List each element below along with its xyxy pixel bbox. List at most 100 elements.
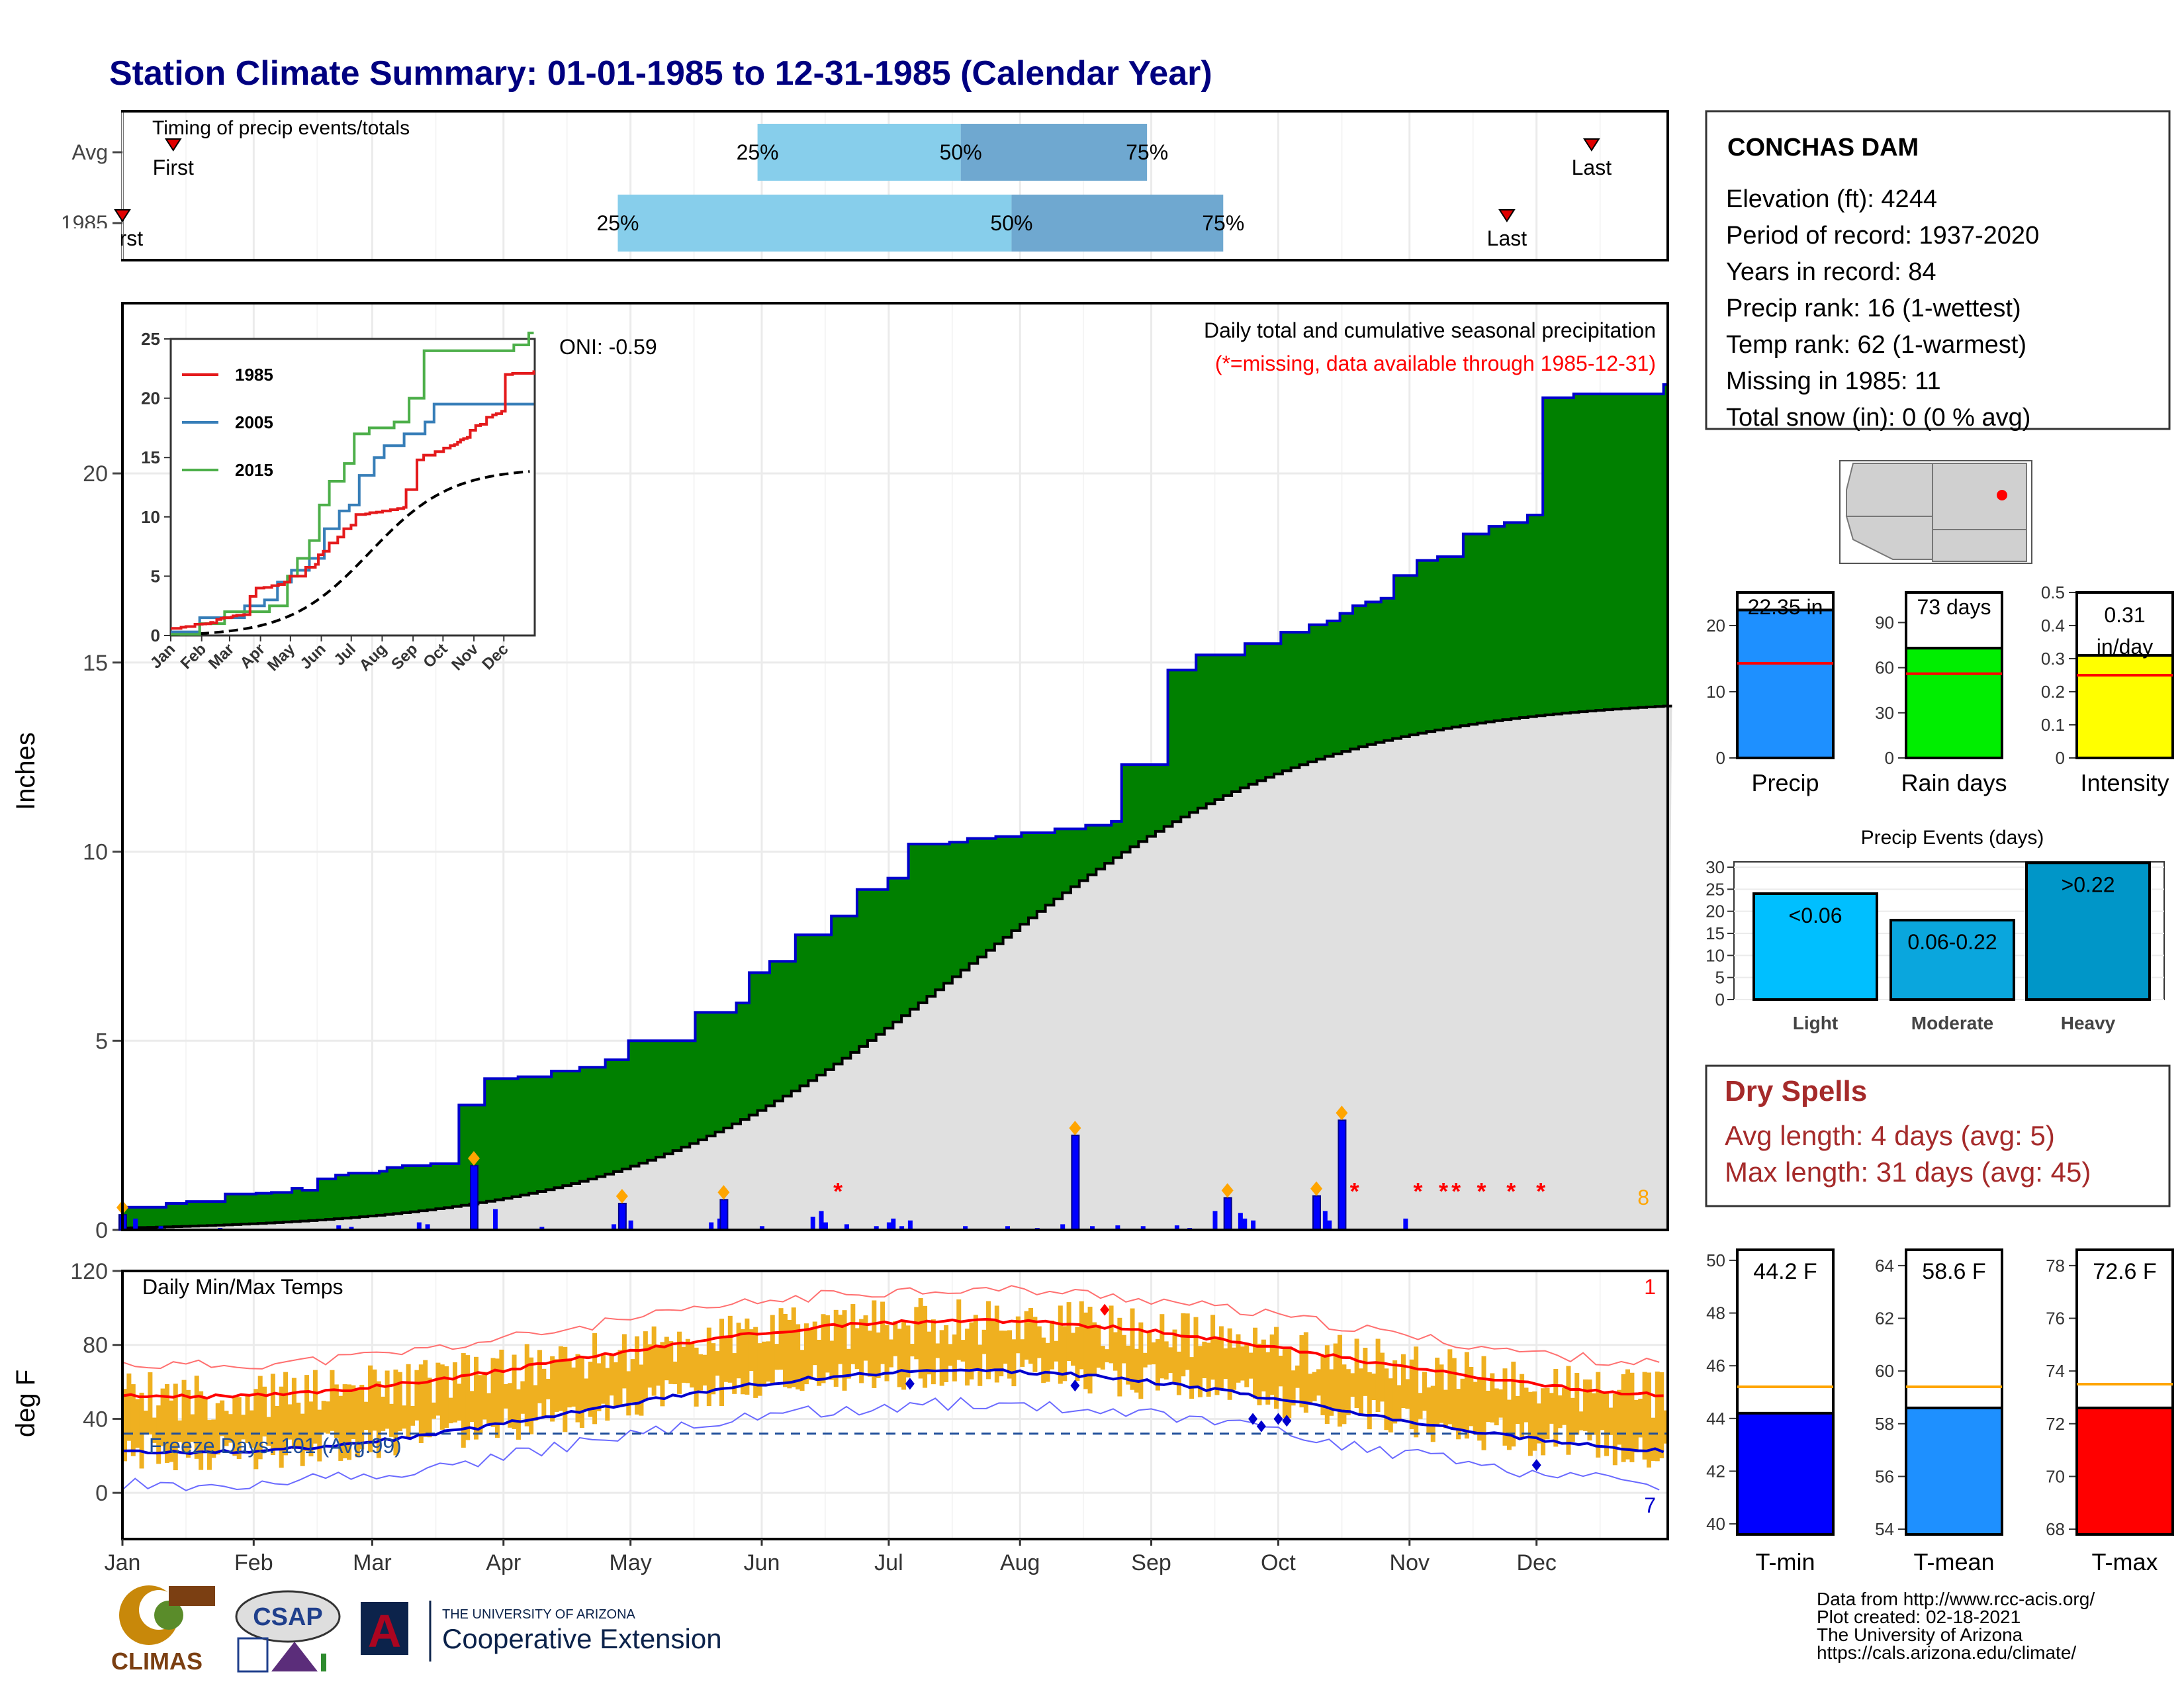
daily-temp-bar (1126, 1345, 1131, 1385)
temp-bar-ytick-label: 42 (1706, 1461, 1725, 1481)
daily-temp-bar (1155, 1339, 1160, 1391)
daily-temp-bar (1600, 1391, 1605, 1430)
daily-temp-bar (249, 1410, 254, 1448)
temp-bar-ytick-label: 56 (1875, 1466, 1894, 1486)
daily-temp-bar (1591, 1393, 1596, 1435)
daily-temp-bar (867, 1331, 872, 1377)
summary-bar-value-unit-2: in/day (2097, 635, 2153, 659)
summary-ytick-label: 10 (1706, 682, 1725, 702)
daily-temp-bar (1638, 1398, 1643, 1438)
daily-temp-bar (1557, 1395, 1563, 1429)
daily-temp-bar (1087, 1307, 1093, 1394)
precip-ytick-label: 5 (95, 1029, 108, 1054)
daily-temp-bar (1015, 1316, 1021, 1354)
summary-ytick-label: 60 (1875, 658, 1894, 678)
daily-temp-bar (270, 1374, 275, 1456)
daily-temp-bar (850, 1304, 856, 1364)
summary-bar-frame-1 (1905, 591, 2003, 650)
daily-temp-bar (1578, 1411, 1584, 1430)
daily-temp-bar (1168, 1347, 1173, 1374)
daily-temp-bar (656, 1346, 661, 1386)
daily-temp-bar (787, 1319, 792, 1389)
daily-temp-bar (1041, 1337, 1046, 1383)
daily-temp-bar (909, 1344, 915, 1357)
inset-average-line (170, 470, 530, 637)
daily-temp-bar (600, 1354, 606, 1404)
timing-pct-label: 75% (1202, 211, 1244, 235)
daily-temp-bar (1549, 1393, 1554, 1424)
daily-temp-bar (1633, 1399, 1639, 1452)
summary-ytick-label: 0.4 (2041, 616, 2065, 635)
last-event-label: Last (1572, 156, 1612, 179)
month-label-nov: Nov (1390, 1550, 1430, 1575)
summary-bar-value-label-1: 73 days (1917, 595, 1991, 619)
station-info-line-7: Total snow (in): 0 (0 % avg) (1726, 404, 2030, 432)
daily-temp-bar (206, 1420, 212, 1470)
ua-big-text: Cooperative Extension (442, 1623, 722, 1654)
daily-temp-bar (1134, 1348, 1139, 1393)
daily-temp-bar (956, 1299, 962, 1360)
climas-logo: CLIMAS (111, 1585, 215, 1675)
daily-temp-bar (563, 1346, 568, 1432)
timing-pct-label: 25% (737, 140, 779, 164)
daily-precip-bar (1140, 1226, 1146, 1230)
daily-temp-bar (1282, 1347, 1287, 1419)
daily-temp-bar (1316, 1369, 1322, 1396)
daily-temp-bar (1096, 1325, 1101, 1368)
daily-temp-bar (1333, 1343, 1338, 1411)
daily-temp-bar (1109, 1305, 1114, 1364)
large-event-diamond (467, 1150, 480, 1166)
daily-temp-bar (1248, 1352, 1253, 1379)
daily-precip-bar (158, 1226, 163, 1230)
daily-temp-bar (326, 1401, 331, 1434)
daily-temp-bar (778, 1308, 784, 1370)
record-min-line (122, 1397, 1660, 1491)
daily-temp-bar (478, 1375, 483, 1434)
daily-temp-bar (1160, 1314, 1165, 1379)
university-of-arizona-logo: A THE UNIVERSITY OF ARIZONA Cooperative … (361, 1601, 722, 1662)
temp-bar-value-label-0: 44.2 F (1753, 1259, 1817, 1284)
first-event-label: First (153, 156, 194, 179)
daily-temp-bar (978, 1344, 983, 1386)
dry-spells-max: Max length: 31 days (avg: 45) (1725, 1156, 2091, 1188)
summary-ytick-label: 0.3 (2041, 649, 2065, 669)
record-low-marker (1282, 1415, 1292, 1427)
temperature-bars: 40 42 44 46 48 50 44.2 F T-min 54 56 58 60 62 64 58.6 … (1706, 1248, 2174, 1575)
daily-temp-bar (529, 1357, 534, 1434)
month-label-jun: Jun (744, 1550, 780, 1575)
station-info-line-3: Years in record: 84 (1726, 258, 1936, 286)
daily-temp-bar (1439, 1364, 1444, 1423)
csap-logo-text: CSAP (253, 1603, 323, 1631)
daily-temp-bar (1274, 1327, 1279, 1409)
daily-temp-bar (660, 1342, 665, 1407)
daily-precip-bar (1312, 1195, 1322, 1231)
precip-ytick-label: 10 (83, 840, 108, 865)
daily-temp-bar (1400, 1354, 1406, 1409)
daily-precip-bar (886, 1222, 891, 1230)
daily-temp-bar (605, 1368, 610, 1421)
daily-temp-bar (130, 1384, 136, 1456)
daily-precip-bar (759, 1226, 764, 1230)
daily-temp-bar (715, 1351, 720, 1376)
daily-temp-bar (220, 1400, 225, 1436)
temp-bar-ytick-label: 62 (1875, 1309, 1894, 1329)
daily-temp-bar (651, 1326, 657, 1396)
daily-temp-bar (1409, 1359, 1414, 1430)
temp-ylabel: deg F (11, 1370, 40, 1437)
daily-precip-bar (891, 1218, 896, 1230)
timing-box-50-75 (960, 124, 1148, 181)
summary-bar-0 (1736, 608, 1835, 759)
daily-temp-bar (854, 1328, 860, 1370)
temp-bar-ytick-label: 70 (2046, 1466, 2065, 1486)
dry-spells-avg: Avg length: 4 days (avg: 5) (1725, 1120, 2055, 1151)
daily-temp-bar (1430, 1385, 1435, 1442)
daily-temp-bar (1058, 1305, 1063, 1384)
daily-precip-bar (874, 1226, 879, 1230)
temp-bar-ytick-label: 60 (1875, 1361, 1894, 1381)
station-name: CONCHAS DAM (1727, 134, 1919, 162)
daily-temp-bar (266, 1417, 271, 1446)
daily-temp-bar (533, 1385, 538, 1421)
csap-logo: CSAP (235, 1590, 341, 1673)
large-event-diamond (1069, 1121, 1081, 1136)
